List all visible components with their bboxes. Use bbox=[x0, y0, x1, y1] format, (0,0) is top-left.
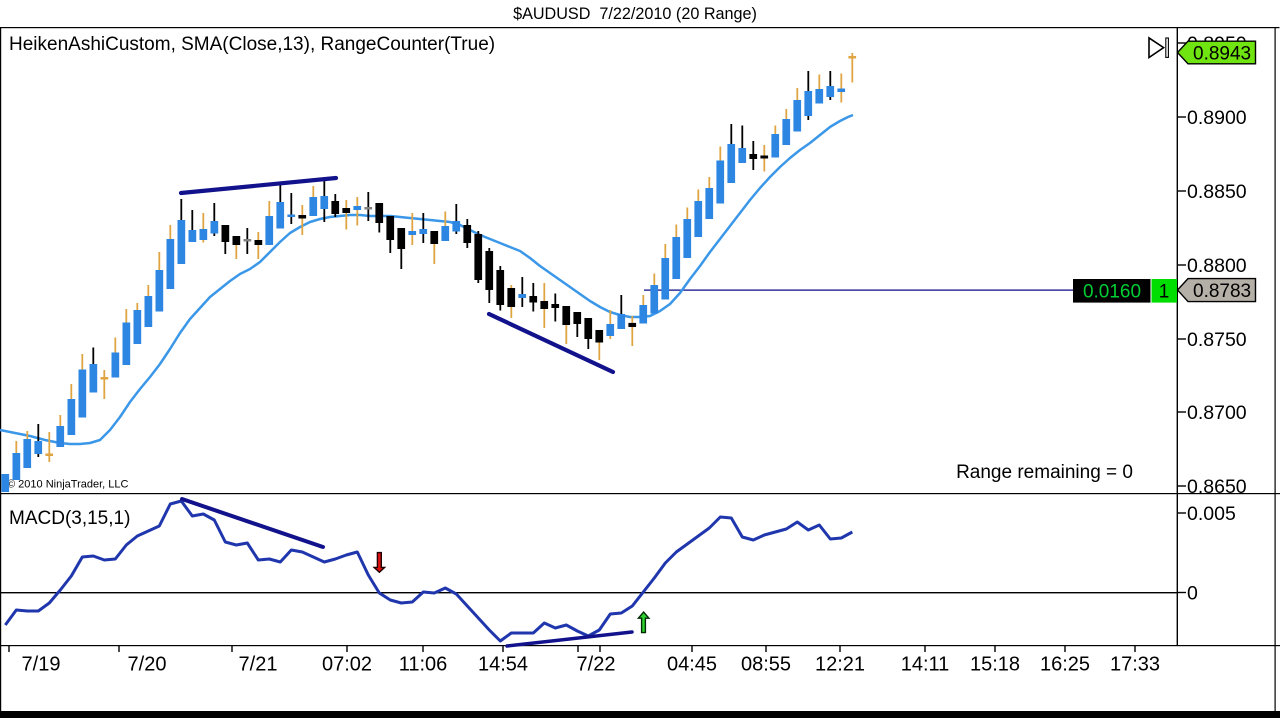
svg-text:14:11: 14:11 bbox=[901, 654, 950, 676]
svg-text:17:33: 17:33 bbox=[1110, 654, 1160, 676]
svg-text:0: 0 bbox=[1187, 583, 1198, 605]
svg-text:0.8783: 0.8783 bbox=[1193, 281, 1251, 302]
svg-text:HeikenAshiCustom, SMA(Close,13: HeikenAshiCustom, SMA(Close,13), RangeCo… bbox=[9, 34, 495, 55]
svg-text:7/21: 7/21 bbox=[239, 654, 278, 676]
svg-text:0.8850: 0.8850 bbox=[1187, 181, 1247, 203]
svg-text:0.8650: 0.8650 bbox=[1187, 476, 1247, 498]
svg-text:0.8700: 0.8700 bbox=[1187, 402, 1247, 424]
svg-text:1: 1 bbox=[1159, 282, 1170, 303]
svg-text:7/20: 7/20 bbox=[128, 654, 167, 676]
svg-text:$AUDUSD 7/22/2010 (20 Range): $AUDUSD 7/22/2010 (20 Range) bbox=[513, 5, 757, 23]
svg-text:0.8750: 0.8750 bbox=[1187, 329, 1247, 351]
svg-text:0.8943: 0.8943 bbox=[1193, 44, 1251, 65]
svg-text:15:18: 15:18 bbox=[970, 654, 1020, 676]
svg-text:7/19: 7/19 bbox=[22, 654, 61, 676]
svg-text:© 2010 NinjaTrader, LLC: © 2010 NinjaTrader, LLC bbox=[7, 479, 128, 491]
svg-text:04:45: 04:45 bbox=[667, 654, 717, 676]
svg-text:Range remaining = 0: Range remaining = 0 bbox=[956, 462, 1133, 483]
svg-text:0.005: 0.005 bbox=[1187, 503, 1236, 525]
svg-text:16:25: 16:25 bbox=[1040, 654, 1090, 676]
svg-text:7/22: 7/22 bbox=[577, 654, 616, 676]
svg-text:12:21: 12:21 bbox=[815, 654, 865, 676]
svg-text:14:54: 14:54 bbox=[478, 654, 528, 676]
svg-text:11:06: 11:06 bbox=[399, 654, 448, 676]
svg-text:0.8800: 0.8800 bbox=[1187, 255, 1247, 277]
svg-text:MACD(3,15,1): MACD(3,15,1) bbox=[9, 508, 130, 529]
svg-text:08:55: 08:55 bbox=[741, 654, 791, 676]
svg-text:0.8900: 0.8900 bbox=[1187, 107, 1247, 129]
svg-text:0.0160: 0.0160 bbox=[1083, 282, 1141, 303]
svg-text:07:02: 07:02 bbox=[322, 654, 372, 676]
